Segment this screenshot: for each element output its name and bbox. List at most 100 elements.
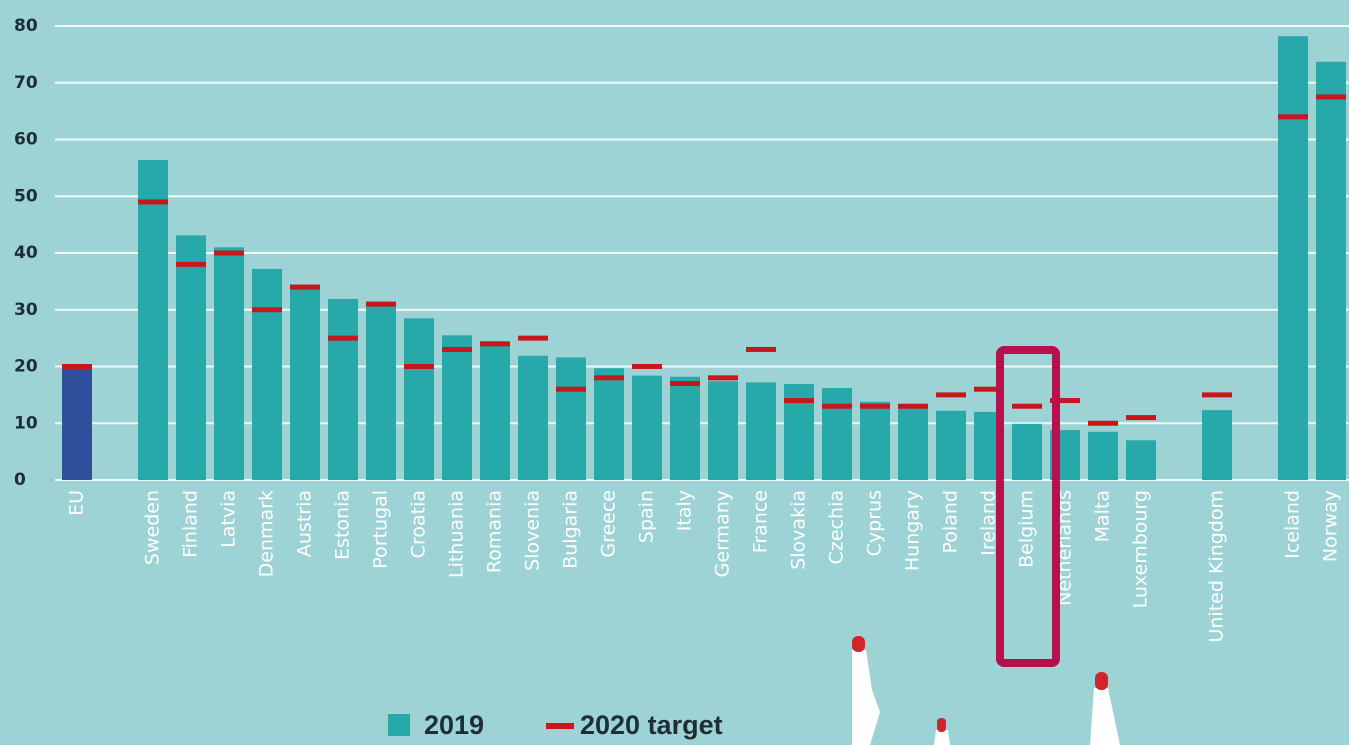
x-tick-label: EU: [66, 490, 88, 516]
x-tick-label: Portugal: [370, 490, 392, 569]
target-marker: [556, 387, 586, 392]
target-marker: [746, 347, 776, 352]
bar: [252, 269, 282, 480]
y-tick-label: 10: [14, 413, 38, 433]
bar: [708, 381, 738, 480]
bar: [328, 299, 358, 480]
x-tick-label: Slovakia: [788, 490, 810, 570]
bar: [1012, 424, 1042, 480]
bar: [594, 368, 624, 480]
x-tick-label: Poland: [940, 490, 962, 553]
bar: [62, 368, 92, 480]
legend-label: 2020 target: [580, 710, 723, 740]
x-tick-label: France: [750, 490, 772, 553]
bar: [898, 408, 928, 480]
bar: [442, 335, 472, 480]
x-tick-label: Czechia: [826, 490, 848, 564]
x-tick-label: Finland: [180, 490, 202, 558]
target-marker: [670, 381, 700, 386]
y-tick-label: 20: [14, 357, 38, 377]
y-tick-label: 70: [14, 73, 38, 93]
x-tick-label: United Kingdom: [1206, 490, 1228, 643]
target-marker: [1126, 415, 1156, 420]
target-marker: [898, 404, 928, 409]
x-tick-label: Belgium: [1016, 490, 1038, 568]
bar: [1202, 410, 1232, 480]
target-marker: [518, 336, 548, 341]
x-tick-label: Austria: [294, 490, 316, 557]
target-marker: [480, 341, 510, 346]
turbine-tip: [1095, 672, 1108, 690]
x-tick-label: Malta: [1092, 490, 1114, 542]
target-marker: [176, 262, 206, 267]
x-tick-label: Germany: [712, 490, 734, 577]
target-marker: [62, 364, 92, 369]
target-marker: [632, 364, 662, 369]
bar: [518, 356, 548, 480]
x-tick-label: Latvia: [218, 490, 240, 548]
target-marker: [138, 199, 168, 204]
target-marker: [1202, 392, 1232, 397]
bar: [176, 235, 206, 480]
x-tick-label: Denmark: [256, 490, 278, 577]
bar: [936, 411, 966, 480]
target-marker: [1316, 94, 1346, 99]
target-marker: [1012, 404, 1042, 409]
x-tick-label: Sweden: [142, 490, 164, 565]
chart: 0 10 20 30 40 50 60 70 80 EU Sweden Finland Latvia De…: [0, 0, 1349, 745]
y-tick-label: 80: [14, 16, 38, 36]
target-marker: [366, 302, 396, 307]
target-marker: [1278, 114, 1308, 119]
x-tick-label: Norway: [1320, 490, 1342, 562]
y-tick-label: 60: [14, 130, 38, 150]
x-tick-label: Slovenia: [522, 490, 544, 571]
target-marker: [290, 285, 320, 290]
bar: [214, 247, 244, 480]
y-tick-label: 30: [14, 300, 38, 320]
bar: [556, 357, 586, 480]
target-marker: [936, 392, 966, 397]
x-tick-label: Romania: [484, 490, 506, 573]
target-marker: [860, 404, 890, 409]
x-tick-label: Italy: [674, 490, 696, 531]
legend-swatch: [388, 714, 410, 736]
bar: [404, 318, 434, 480]
bar: [1278, 36, 1308, 480]
turbine-tip: [852, 636, 865, 652]
x-tick-label: Greece: [598, 490, 620, 558]
target-marker: [328, 336, 358, 341]
target-marker: [822, 404, 852, 409]
x-tick-label: Hungary: [902, 490, 924, 571]
bar: [1088, 432, 1118, 480]
x-tick-label: Lithuania: [446, 490, 468, 578]
bar: [822, 388, 852, 480]
bar: [1316, 62, 1346, 480]
target-marker: [1088, 421, 1118, 426]
bar: [860, 402, 890, 480]
bar: [632, 376, 662, 480]
x-tick-label: Spain: [636, 490, 658, 543]
turbine: [934, 730, 950, 745]
x-tick-label: Luxembourg: [1130, 490, 1152, 608]
target-marker: [252, 307, 282, 312]
y-tick-label: 50: [14, 186, 38, 206]
bar: [366, 306, 396, 480]
target-marker: [784, 398, 814, 403]
x-tick-label: Bulgaria: [560, 490, 582, 569]
bar: [480, 342, 510, 480]
x-tick-label: Iceland: [1282, 490, 1304, 559]
bar: [1126, 440, 1156, 480]
legend-label: 2019: [424, 710, 484, 740]
legend-swatch: [546, 723, 574, 729]
target-marker: [442, 347, 472, 352]
y-tick-label: 40: [14, 243, 38, 263]
x-tick-label: Estonia: [332, 490, 354, 560]
target-marker: [708, 375, 738, 380]
x-tick-label: Cyprus: [864, 490, 886, 556]
y-tick-label: 0: [14, 470, 26, 490]
target-marker: [214, 251, 244, 256]
bar: [670, 377, 700, 480]
target-marker: [594, 375, 624, 380]
turbine-tip: [937, 718, 946, 732]
bar: [290, 289, 320, 480]
